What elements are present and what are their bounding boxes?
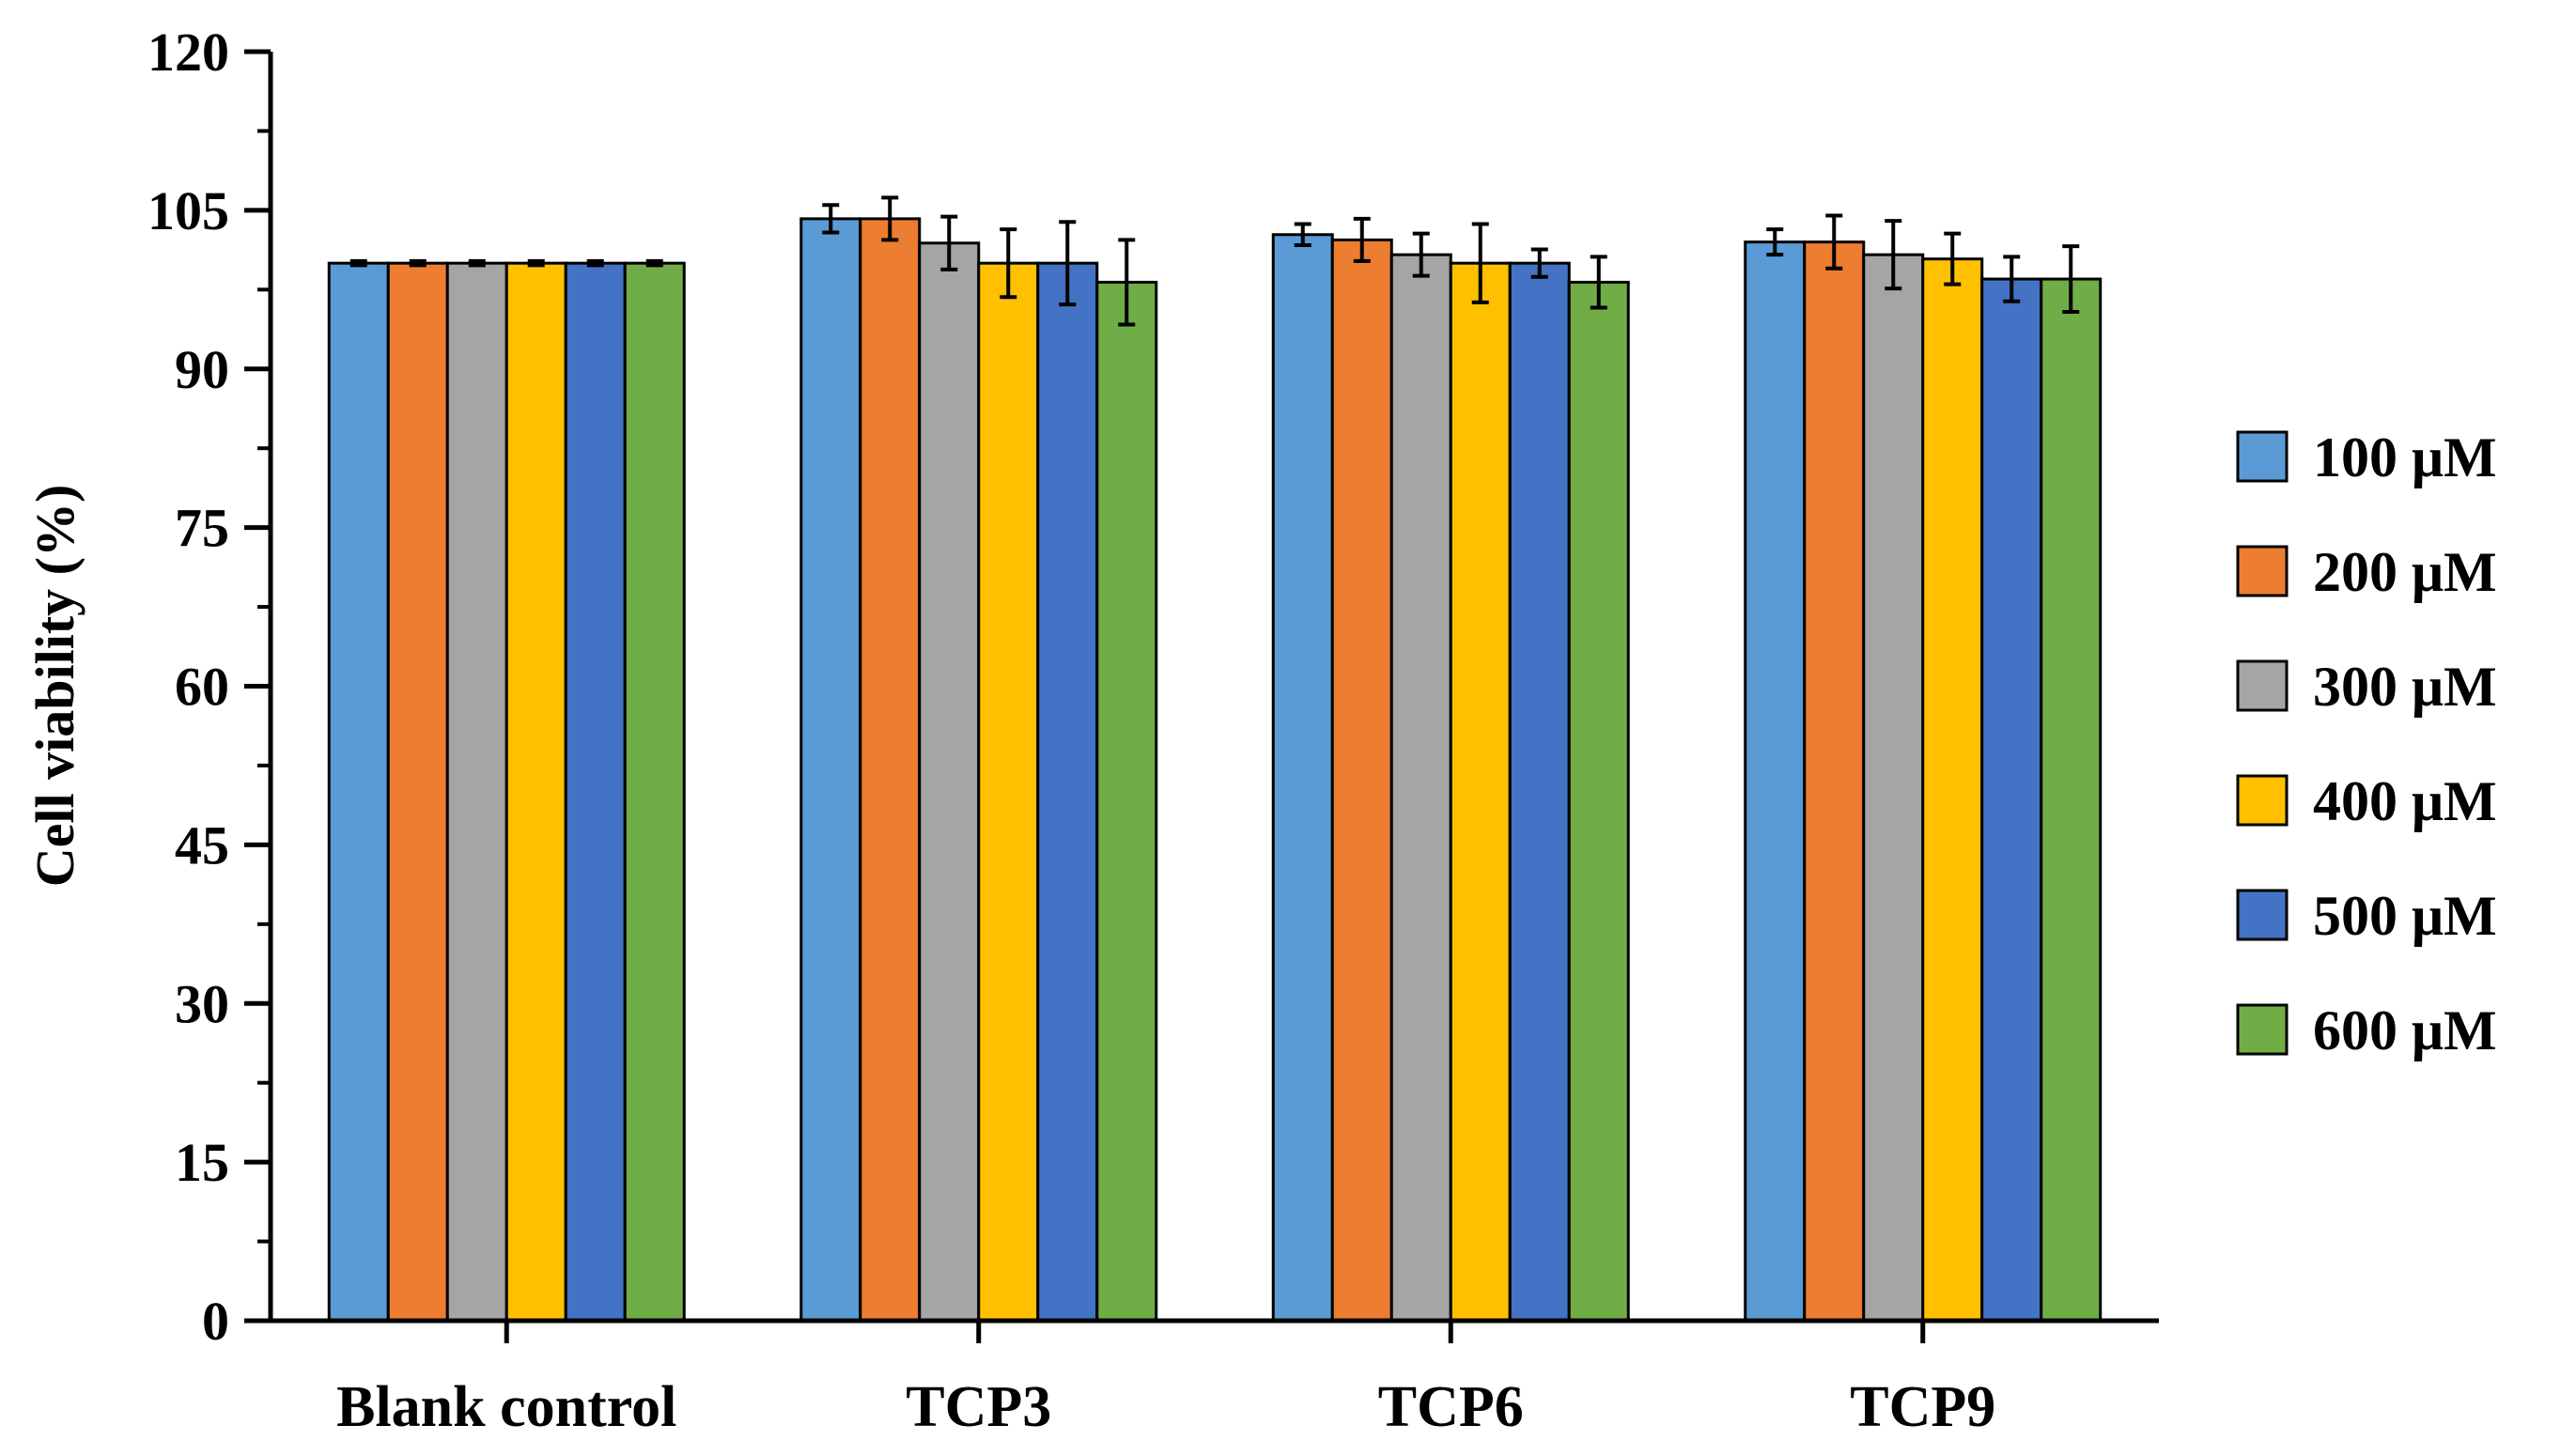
legend-swatch [2236, 659, 2289, 712]
bar [918, 241, 981, 1323]
legend-label: 500 μM [2313, 885, 2497, 947]
bar [386, 261, 449, 1323]
bar [623, 261, 686, 1323]
axes [268, 52, 2159, 1324]
bar [2040, 277, 2103, 1323]
bar [1449, 261, 1512, 1323]
axis-labels: Cell viability (%) 0 15 30 45 60 75 90 105 120 Bl… [24, 22, 1995, 1439]
y-tick-label: 30 [175, 973, 229, 1034]
bar [1862, 253, 1925, 1323]
bar [1980, 277, 2043, 1323]
legend-swatch [2236, 774, 2289, 827]
bar [977, 261, 1040, 1323]
legend-label: 400 μM [2313, 770, 2497, 832]
y-tick-label: 75 [175, 498, 229, 559]
bar [1389, 253, 1452, 1323]
bar [1567, 280, 1630, 1323]
bar [445, 261, 508, 1323]
x-category-label: TCP9 [1850, 1375, 1995, 1439]
y-tick-label: 90 [175, 339, 229, 400]
legend-label: 200 μM [2313, 541, 2497, 603]
y-tick-label: 120 [147, 22, 229, 83]
y-tick-label: 45 [175, 814, 229, 875]
legend-swatch [2236, 545, 2289, 597]
bar [1744, 240, 1807, 1323]
bar [1330, 238, 1393, 1323]
y-tick-label: 60 [175, 657, 229, 718]
bar [564, 261, 627, 1323]
legend-swatch [2236, 1003, 2289, 1056]
y-tick-label: 0 [202, 1291, 229, 1352]
y-axis-title: Cell viability (%) [24, 485, 85, 888]
bar [327, 261, 390, 1323]
bar [1036, 261, 1099, 1323]
bar [1271, 233, 1334, 1323]
bar [504, 261, 567, 1323]
legend-swatch [2236, 430, 2289, 483]
x-category-label: Blank control [336, 1375, 676, 1439]
bar [1508, 261, 1571, 1323]
legend-label: 300 μM [2313, 656, 2497, 718]
legend-swatch [2236, 889, 2289, 941]
y-tick-label: 105 [147, 180, 229, 241]
bar [1803, 240, 1866, 1323]
bar [859, 217, 922, 1323]
legend-label: 100 μM [2313, 426, 2497, 488]
bars [327, 217, 2103, 1323]
x-category-label: TCP6 [1378, 1375, 1524, 1439]
bar [799, 217, 862, 1323]
y-tick-label: 15 [175, 1132, 229, 1193]
x-category-label: TCP3 [906, 1375, 1051, 1439]
legend: 100 μM 200 μM 300 μM 400 μM 500 μM 600 μM [2236, 426, 2497, 1061]
legend-label: 600 μM [2313, 999, 2497, 1061]
bar [1095, 280, 1158, 1323]
error-bars [349, 195, 2080, 327]
bar [1921, 257, 1984, 1323]
